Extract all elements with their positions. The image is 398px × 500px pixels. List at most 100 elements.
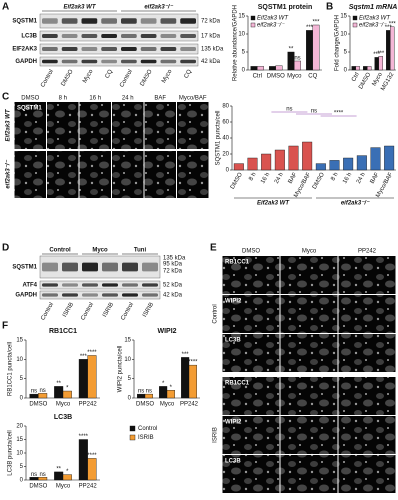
sig-label: * bbox=[170, 385, 173, 391]
chart-title: SQSTM1 protein bbox=[258, 4, 312, 11]
blot-band bbox=[61, 59, 78, 64]
micrograph-texture bbox=[280, 416, 338, 454]
x-tick-label: Myco bbox=[287, 74, 302, 80]
legend-swatch bbox=[129, 434, 136, 441]
sig-label: *** bbox=[182, 352, 190, 358]
lane-label: Control bbox=[40, 69, 55, 89]
x-tick-label: PP242 bbox=[79, 484, 98, 490]
x-tick-label: PP242 bbox=[180, 402, 199, 408]
bar bbox=[275, 65, 283, 71]
y-tick-label: 0 bbox=[226, 168, 230, 174]
image-column-label: 24 h bbox=[122, 96, 134, 102]
lane-label: Control bbox=[80, 302, 95, 322]
blot-band bbox=[42, 18, 58, 24]
bar bbox=[384, 145, 395, 171]
bar bbox=[247, 157, 258, 171]
blot-band bbox=[180, 47, 196, 51]
panel-letter: D bbox=[2, 243, 9, 254]
blot-band bbox=[62, 293, 78, 297]
bar bbox=[302, 141, 313, 171]
blot-band bbox=[81, 18, 98, 24]
micrograph-texture bbox=[338, 334, 396, 372]
y-tick-label: 0 bbox=[128, 396, 132, 402]
bar bbox=[312, 24, 320, 71]
y-axis-label: WIPI2 puncta/cell bbox=[118, 346, 124, 393]
blot-band bbox=[180, 59, 196, 64]
blot-band bbox=[101, 59, 117, 64]
blot-band bbox=[101, 34, 117, 38]
y-tick-label: 5 bbox=[344, 50, 348, 56]
legend-label: Eif2ak3 WT bbox=[257, 16, 289, 22]
micrograph-texture bbox=[177, 102, 209, 149]
sig-label: **** bbox=[334, 111, 344, 117]
x-tick-label: Ctrl bbox=[351, 72, 361, 83]
micrograph-texture bbox=[338, 295, 396, 333]
x-tick-label: Myco bbox=[56, 402, 71, 408]
stain-label: RB1CC1 bbox=[225, 381, 250, 387]
blot-band bbox=[121, 59, 137, 64]
blot-strip bbox=[39, 56, 199, 67]
micrograph-texture bbox=[222, 377, 280, 415]
sig-label: ns bbox=[31, 389, 37, 395]
micrograph-texture bbox=[79, 151, 111, 198]
panel-letter: F bbox=[2, 321, 8, 332]
y-axis-label: Fold change/GAPDH bbox=[335, 15, 341, 71]
sig-label: ns bbox=[138, 389, 144, 395]
y-tick-label: 10 bbox=[238, 32, 245, 38]
sig-label: **** bbox=[188, 360, 198, 366]
blot-band bbox=[102, 262, 118, 272]
blot-band bbox=[82, 293, 98, 297]
micrograph-texture bbox=[338, 416, 396, 454]
image-column-label: 16 h bbox=[89, 96, 101, 102]
x-tick-label: 24 h bbox=[356, 172, 367, 185]
lane-label: CQ bbox=[184, 69, 194, 80]
y-tick-label: 15 bbox=[340, 14, 347, 20]
micrograph-texture bbox=[222, 455, 280, 493]
legend-label: Control bbox=[138, 426, 157, 432]
x-tick-label: 16 h bbox=[260, 172, 271, 185]
bar bbox=[144, 393, 153, 399]
sig-label: ns bbox=[39, 388, 45, 394]
blot-group-label: Tuni bbox=[134, 248, 147, 254]
blot-band bbox=[102, 293, 118, 297]
bar bbox=[87, 458, 97, 481]
blot-band bbox=[42, 59, 58, 64]
bar bbox=[329, 160, 340, 171]
lane-label: Myco bbox=[82, 68, 95, 84]
y-tick-label: 0 bbox=[344, 68, 348, 74]
blot-band bbox=[180, 34, 196, 38]
y-axis-label: RB1CC1 puncta/cell bbox=[8, 342, 14, 396]
legend-swatch bbox=[352, 15, 358, 21]
bar bbox=[390, 26, 395, 71]
image-group-label: Control bbox=[213, 304, 219, 323]
bar bbox=[355, 66, 360, 71]
legend-label: Eif2ak3 WT bbox=[359, 16, 391, 22]
blot-band bbox=[140, 59, 157, 64]
blot-strip bbox=[39, 43, 199, 55]
kda-marker: 17 kDa bbox=[201, 34, 221, 40]
lane-label: Control bbox=[120, 302, 135, 322]
panel-letter: B bbox=[326, 2, 333, 13]
micrograph-texture bbox=[222, 416, 280, 454]
blot-band bbox=[122, 262, 138, 272]
y-tick-label: 40 bbox=[222, 136, 229, 142]
x-tick-label: DMSO bbox=[29, 402, 47, 408]
y-axis-label: Relative abundance/GAPDH bbox=[233, 5, 239, 81]
stain-label: SQSTM1 bbox=[17, 106, 42, 112]
image-column-label: DMSO bbox=[21, 96, 39, 102]
blot-band bbox=[101, 18, 117, 24]
sig-label: *** bbox=[385, 25, 393, 31]
bar bbox=[261, 153, 272, 171]
y-tick-label: 0 bbox=[20, 478, 24, 484]
legend-swatch bbox=[250, 22, 256, 28]
image-column-label: DMSO bbox=[242, 249, 260, 255]
kda-marker: 135 kDa bbox=[163, 256, 186, 262]
sig-label: ns bbox=[311, 109, 317, 115]
bar bbox=[38, 477, 48, 481]
kda-marker: 42 kDa bbox=[201, 59, 221, 65]
y-tick-label: 5 bbox=[20, 376, 24, 382]
bar bbox=[351, 66, 356, 71]
blot-band bbox=[142, 283, 158, 287]
x-tick-label: Myco bbox=[56, 484, 71, 490]
sig-label: *** bbox=[306, 25, 314, 31]
